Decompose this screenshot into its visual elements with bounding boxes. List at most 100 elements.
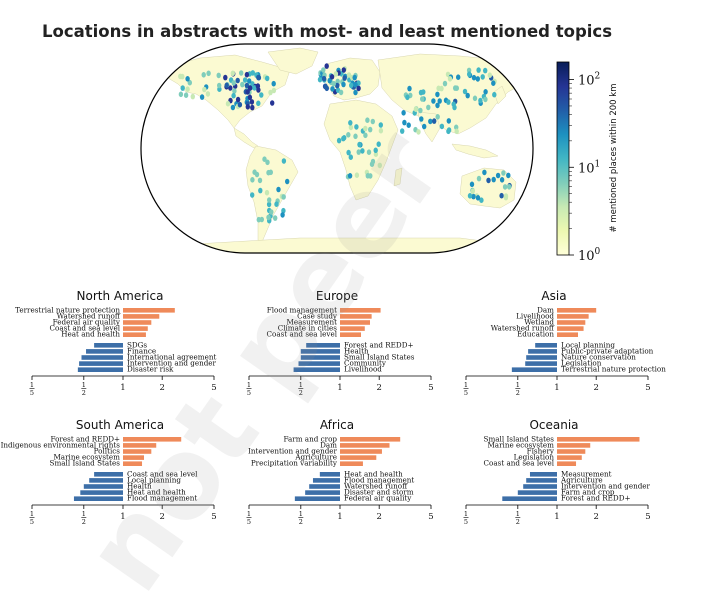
bottom-topic-bar-label: Heat and health <box>344 469 403 478</box>
map-location-dot <box>469 181 475 188</box>
map-location-dot <box>447 76 453 82</box>
top-topic-bar-label: Dam <box>320 440 337 449</box>
map-location-dot <box>419 116 424 122</box>
map-location-dot <box>439 123 445 130</box>
x-tick-label-numerator: 1 <box>30 510 34 518</box>
top-topic-bar <box>340 308 381 313</box>
bottom-topic-bar <box>81 355 123 360</box>
top-topic-bar-label: Small Island States <box>484 434 555 443</box>
top-topic-bar-label: Marine ecosystem <box>53 453 120 462</box>
colorbar-tick-exp: 0 <box>595 247 601 257</box>
top-topic-bar <box>123 314 160 319</box>
bottom-topic-bar-label: International agreement <box>127 353 216 362</box>
colorbar-tick-base: 10 <box>578 161 595 176</box>
colorbar-tick-label: 102 <box>578 72 600 89</box>
map-location-dot <box>217 82 222 89</box>
map-location-dot <box>329 74 335 80</box>
colorbar-label: # mentioned places within 200 km <box>609 84 619 233</box>
panel-title: South America <box>76 418 164 432</box>
map-location-dot <box>435 114 440 120</box>
map-location-dot <box>452 104 457 111</box>
top-topic-bar <box>123 437 182 442</box>
map-location-dot <box>369 161 375 167</box>
map-location-dot <box>483 89 488 95</box>
map-location-dot <box>274 201 279 207</box>
map-location-dot <box>256 100 261 107</box>
map-location-dot <box>347 173 353 179</box>
map-location-dot <box>266 169 271 176</box>
x-tick-label: 2 <box>593 383 598 393</box>
bottom-topic-bar <box>298 361 340 366</box>
bottom-topic-bar <box>511 367 557 372</box>
map-location-dot <box>341 81 346 88</box>
map-location-dot <box>467 71 472 77</box>
map-location-dot <box>249 99 255 105</box>
top-topic-bar-label: Farm and crop <box>283 434 337 443</box>
map-location-dot <box>432 118 437 124</box>
map-location-dot <box>247 78 252 84</box>
bottom-topic-bar <box>293 367 340 372</box>
map-location-dot <box>235 96 241 103</box>
map-location-dot <box>446 127 452 133</box>
map-location-dot <box>368 173 373 179</box>
top-topic-bar-label: Climate in cities <box>278 324 338 333</box>
map-location-dot <box>356 85 361 92</box>
x-tick-label-denominator: 5 <box>464 518 468 526</box>
map-location-dot <box>437 98 442 104</box>
x-tick-label-numerator: 1 <box>299 381 303 389</box>
x-tick-label: 2 <box>159 383 164 393</box>
top-topic-bar <box>340 332 362 337</box>
map-location-dot <box>183 92 189 98</box>
map-location-dot <box>247 85 253 91</box>
map-location-dot <box>250 177 255 183</box>
bottom-topic-bar <box>529 472 557 477</box>
bottom-topic-bar <box>525 361 557 366</box>
map-location-dot <box>435 102 440 109</box>
panel-title: Africa <box>320 418 354 432</box>
bottom-topic-bar-label: Health <box>344 346 369 355</box>
top-topic-bar-label: Federal air quality <box>53 318 121 327</box>
map-location-dot <box>280 212 285 218</box>
map-location-dot <box>352 74 357 81</box>
x-tick-label-denominator: 5 <box>464 389 468 397</box>
map-location-dot <box>257 177 263 184</box>
map-location-dot <box>264 189 270 196</box>
map-location-dot <box>223 74 228 81</box>
map-location-dot <box>281 158 287 164</box>
land-japan <box>493 85 507 105</box>
top-topic-bar <box>340 443 390 448</box>
map-location-dot <box>335 82 340 89</box>
x-tick-label-numerator: 1 <box>464 510 468 518</box>
map-location-dots <box>178 63 512 224</box>
map-location-dot <box>506 172 511 179</box>
map-location-dot <box>418 89 424 96</box>
map-location-dot <box>483 67 488 74</box>
map-location-dot <box>273 215 278 221</box>
map-location-dot <box>426 104 431 111</box>
map-location-dot <box>376 141 381 147</box>
map-location-dot <box>470 188 475 194</box>
map-location-dot <box>224 82 229 89</box>
map-location-dot <box>256 74 261 81</box>
map-location-dot <box>216 72 221 79</box>
bottom-topic-bar-label: Community <box>344 359 387 368</box>
map-location-dot <box>357 141 362 148</box>
map-location-dot <box>265 159 270 166</box>
map-location-dot <box>368 126 373 133</box>
top-topic-bar <box>123 449 152 454</box>
bottom-topic-bar-label: Public-private adaptation <box>561 346 654 355</box>
bottom-topic-bar <box>517 490 557 495</box>
map-location-dot <box>377 162 382 169</box>
map-location-dot <box>476 175 482 182</box>
bottom-topic-bar <box>77 367 123 372</box>
top-topic-bar <box>123 455 145 460</box>
top-topic-bar <box>557 461 577 466</box>
map-location-dot <box>354 124 359 130</box>
x-tick-label-numerator: 1 <box>247 510 251 518</box>
map-location-dot <box>476 67 481 73</box>
bottom-topic-bar <box>309 484 340 489</box>
top-topic-bar <box>557 443 591 448</box>
bottom-topic-bar <box>312 478 340 483</box>
map-location-dot <box>495 172 501 179</box>
top-topic-bar-label: Intervention and gender <box>248 447 338 456</box>
